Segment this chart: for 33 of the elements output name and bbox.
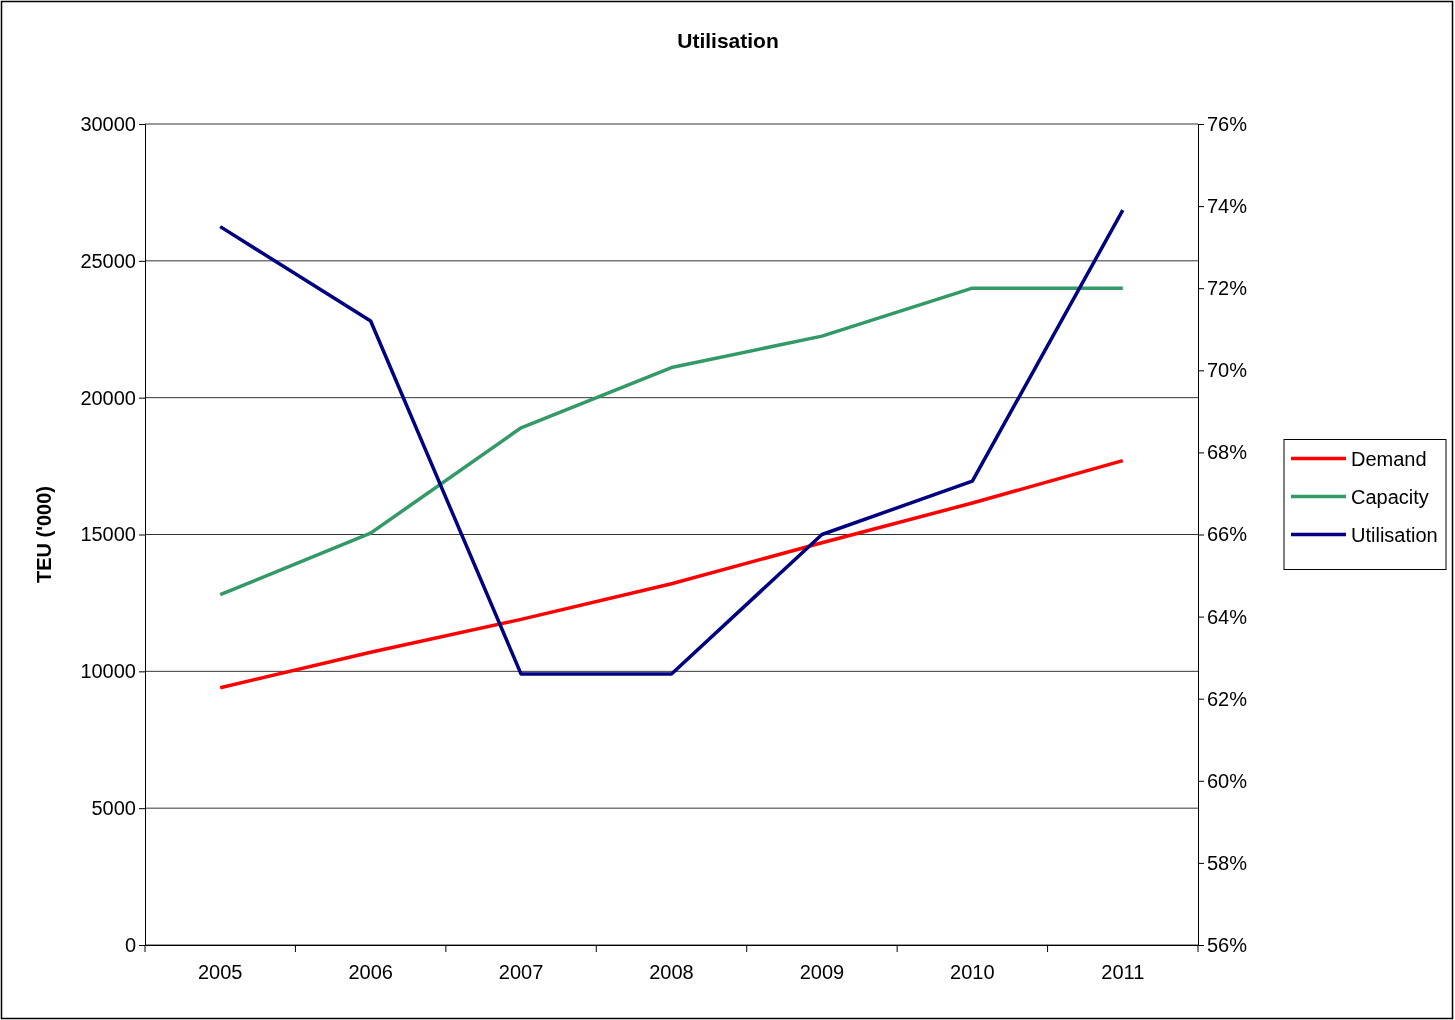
y2-tick-label: 70% [1207, 359, 1248, 382]
y2-tick-label: 74% [1207, 195, 1248, 217]
y2-tick-label: 56% [1207, 933, 1248, 956]
y2-tick-label: 68% [1207, 441, 1248, 464]
y-tick-label: 0 [124, 933, 136, 956]
x-tick-label: 2010 [950, 961, 995, 984]
y2-tick-label: 66% [1207, 523, 1248, 546]
y-axis-title: TEU ('000) [33, 485, 55, 584]
legend-label: Demand [1351, 447, 1427, 470]
x-tick-label: 2011 [1101, 961, 1145, 984]
y2-tick-label: 76% [1207, 112, 1248, 135]
legend-label: Capacity [1351, 485, 1429, 508]
x-tick-label: 2007 [498, 961, 544, 984]
line-series [218, 458, 1125, 690]
y-tick-label: 25000 [80, 249, 136, 272]
line-series [218, 286, 1125, 597]
y-tick-label: 30000 [80, 112, 136, 135]
y-tick-label: 15000 [80, 523, 136, 546]
chart-title: Utilisation [677, 29, 779, 52]
x-tick-label: 2005 [197, 961, 243, 984]
x-tick-label: 2009 [799, 961, 845, 984]
line-series [218, 208, 1125, 676]
x-tick-label: 2008 [649, 961, 694, 984]
y-tick-label: 20000 [80, 386, 136, 409]
y-tick-label: 10000 [80, 660, 136, 683]
y2-tick-label: 60% [1207, 769, 1248, 792]
y2-tick-label: 62% [1207, 687, 1248, 710]
y2-tick-label: 72% [1207, 277, 1248, 300]
x-tick-label: 2006 [348, 961, 393, 984]
legend-label: Utilisation [1351, 523, 1438, 546]
y2-tick-label: 58% [1207, 851, 1248, 874]
y2-tick-label: 64% [1207, 605, 1248, 628]
y-tick-label: 5000 [91, 797, 136, 820]
